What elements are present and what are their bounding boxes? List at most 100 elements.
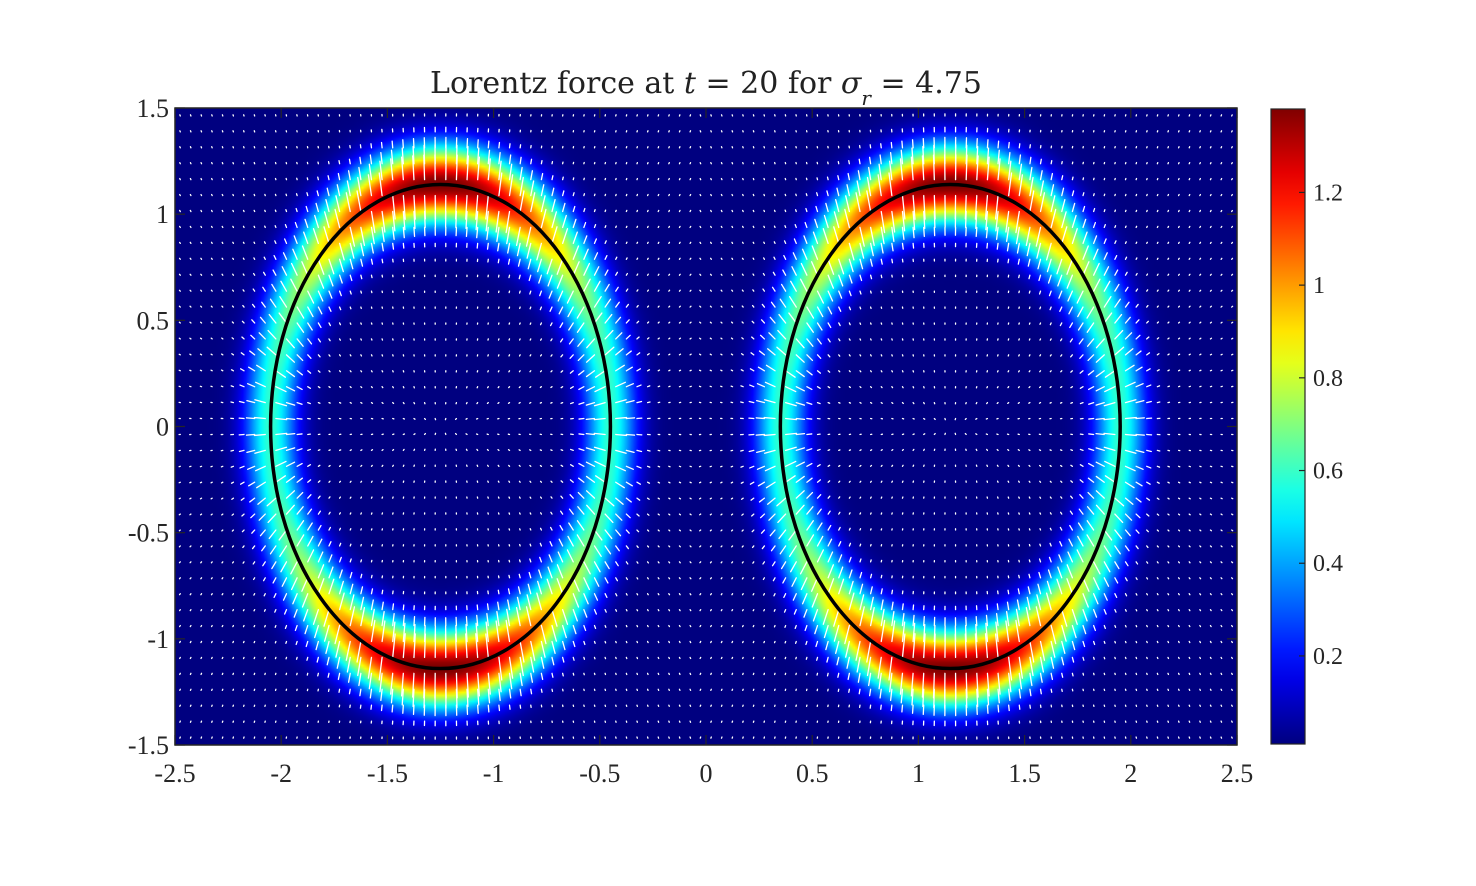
force-vector (923, 633, 926, 659)
force-vector (274, 624, 277, 628)
force-vector (604, 529, 613, 540)
force-vector (497, 386, 500, 389)
force-vector (1231, 273, 1234, 276)
force-vector (877, 656, 882, 679)
force-vector (720, 640, 723, 644)
force-vector (615, 608, 618, 612)
force-vector (487, 672, 491, 695)
force-vector (1018, 163, 1023, 181)
force-vector (578, 401, 585, 405)
force-vector (742, 640, 744, 644)
force-vector (762, 561, 766, 565)
force-vector (795, 401, 806, 406)
force-vector (773, 624, 776, 628)
force-vector (559, 510, 564, 515)
force-vector (508, 656, 514, 679)
force-vector (508, 464, 511, 467)
force-vector (540, 512, 543, 515)
force-vector (315, 202, 320, 213)
force-vector (221, 640, 224, 644)
force-vector (791, 266, 797, 276)
force-vector (763, 593, 766, 596)
force-vector (485, 621, 489, 643)
force-vector (239, 465, 245, 469)
force-vector (1104, 370, 1116, 378)
force-vector (880, 574, 883, 579)
force-vector (730, 369, 734, 372)
force-vector (290, 561, 298, 575)
force-vector (221, 577, 224, 580)
force-vector (848, 580, 854, 595)
force-vector (475, 210, 479, 231)
force-vector (1005, 210, 1010, 233)
force-vector (567, 535, 574, 547)
force-vector (1209, 225, 1212, 229)
force-vector (560, 464, 564, 467)
force-vector (1124, 545, 1130, 552)
force-vector (1079, 464, 1084, 467)
force-vector (804, 221, 808, 229)
force-vector (752, 241, 755, 245)
force-vector (569, 494, 574, 499)
force-vector (657, 624, 660, 628)
force-vector (780, 283, 787, 292)
force-vector (349, 386, 352, 389)
force-vector (1039, 338, 1042, 341)
force-vector (689, 593, 692, 596)
force-vector (1146, 465, 1152, 469)
force-vector (1220, 513, 1223, 516)
force-vector (285, 432, 296, 436)
force-vector (756, 449, 766, 454)
force-vector (689, 241, 692, 245)
force-vector (838, 554, 843, 563)
force-vector (756, 383, 766, 388)
force-vector (518, 354, 521, 357)
force-vector (994, 194, 999, 220)
force-vector (1199, 257, 1202, 260)
force-vector (1018, 574, 1020, 579)
force-vector (1082, 245, 1089, 260)
force-vector (636, 593, 639, 596)
force-vector (812, 608, 819, 622)
x-tick-label: 0 (700, 759, 713, 788)
force-vector (1209, 672, 1212, 676)
force-vector (296, 338, 304, 347)
force-vector (1167, 353, 1170, 356)
force-vector (252, 561, 256, 565)
force-vector (878, 672, 882, 690)
force-vector (546, 258, 553, 275)
force-vector (556, 564, 564, 579)
force-vector (296, 417, 303, 420)
force-vector (585, 447, 596, 452)
force-vector (516, 596, 521, 611)
force-vector (1167, 193, 1170, 197)
force-vector (296, 477, 303, 483)
force-vector (1167, 481, 1170, 484)
colorbar-gradient (1271, 109, 1305, 744)
force-vector (360, 464, 363, 467)
force-vector (859, 496, 862, 499)
force-vector (678, 608, 681, 612)
force-vector (827, 290, 834, 302)
force-vector (1188, 577, 1191, 580)
force-vector (986, 401, 989, 405)
force-vector (569, 386, 574, 389)
force-vector (615, 316, 622, 324)
force-vector (1103, 223, 1106, 229)
force-vector (868, 156, 872, 165)
force-vector (1135, 257, 1138, 260)
force-vector (178, 545, 181, 548)
force-vector (259, 529, 266, 537)
heatmap-image (175, 108, 1237, 745)
force-vector (1199, 561, 1202, 564)
force-vector (790, 280, 797, 292)
force-vector (539, 556, 543, 563)
force-vector (668, 353, 671, 356)
force-vector (636, 481, 642, 485)
force-vector (508, 672, 513, 690)
force-vector (529, 449, 532, 452)
force-vector (301, 261, 309, 276)
force-vector (814, 624, 819, 635)
force-vector (583, 608, 588, 618)
force-vector (625, 417, 636, 420)
